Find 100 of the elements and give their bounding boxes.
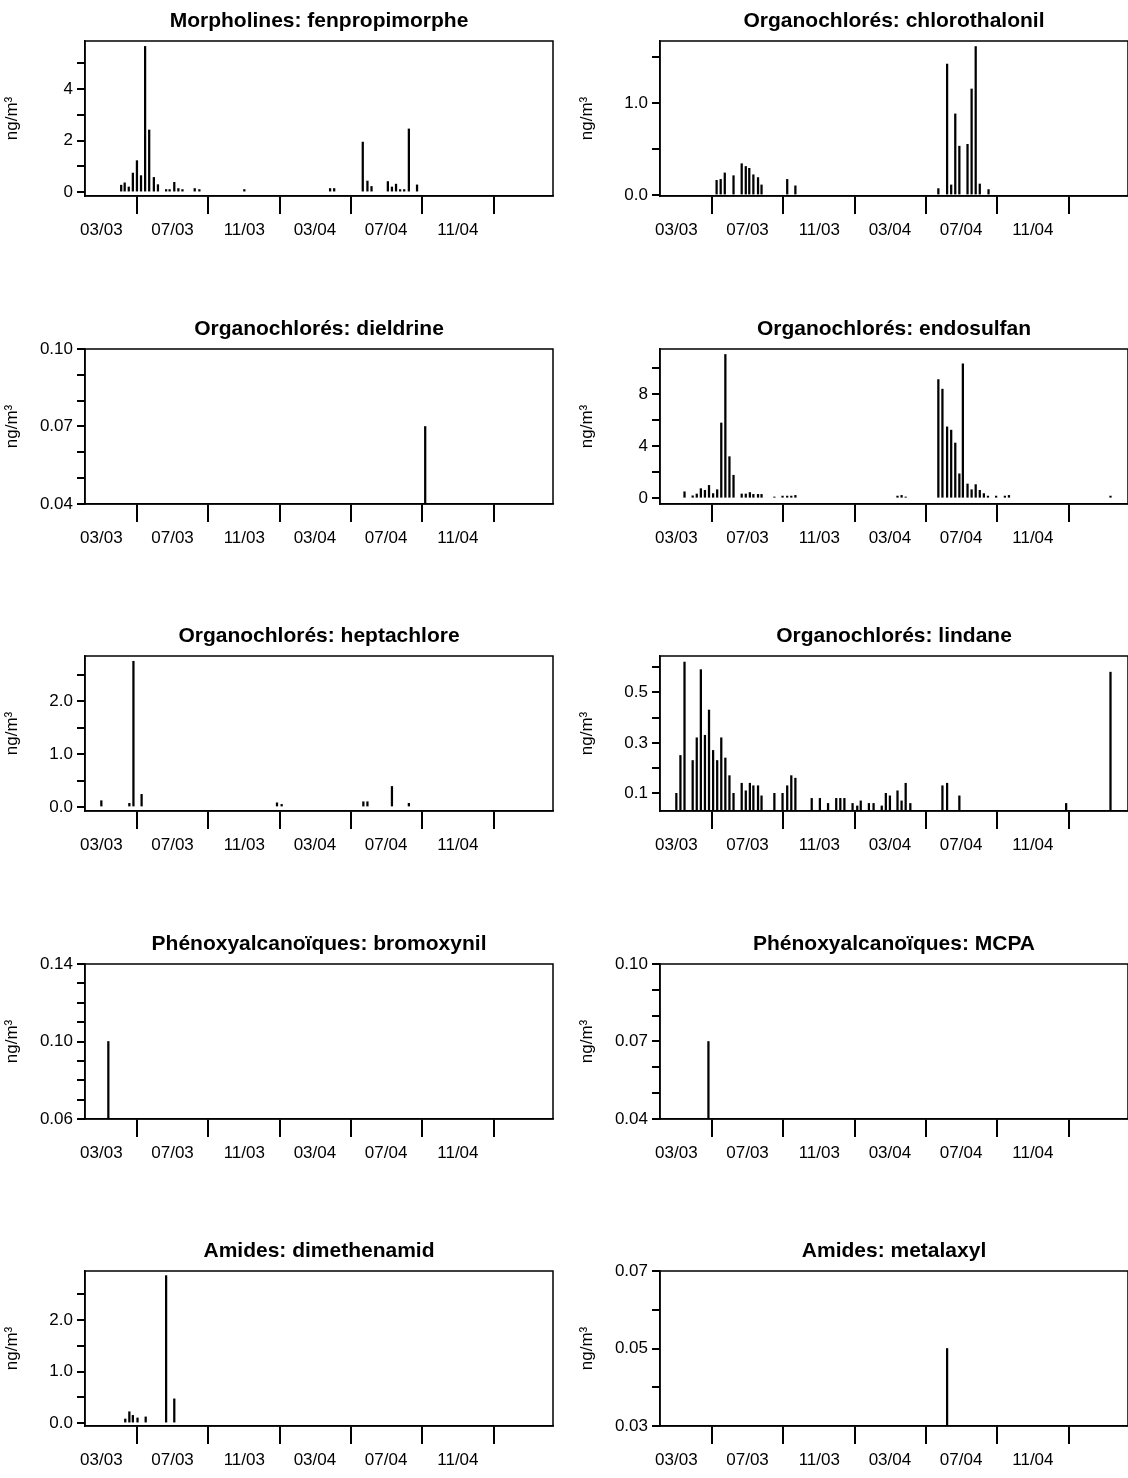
bar: [691, 495, 694, 498]
x-tick-label: 07/03: [726, 1142, 769, 1162]
x-tick-label: 11/03: [223, 527, 265, 547]
x-tick-label: 07/03: [151, 527, 194, 547]
y-tick-label: 1.0: [49, 743, 73, 763]
x-tick-label: 07/03: [726, 834, 769, 854]
x-tick-label: 07/04: [364, 219, 408, 239]
chart-title: Organochlorés: dieldrine: [194, 316, 444, 339]
y-tick-label: 0.3: [624, 732, 648, 752]
bar: [941, 388, 944, 498]
y-axis-title: ng/m³: [1, 404, 21, 449]
x-tick-label: 03/03: [655, 527, 698, 547]
x-tick-label: 11/04: [437, 1449, 479, 1469]
bar: [181, 189, 184, 192]
y-tick-label: 0.0: [49, 1412, 73, 1432]
y-axis-title: ng/m³: [576, 1326, 596, 1371]
x-tick-label: 11/04: [1012, 527, 1054, 547]
x-tick-label: 11/04: [1012, 219, 1054, 239]
bar: [198, 189, 201, 192]
x-tick-label: 03/03: [80, 834, 123, 854]
x-tick-label: 03/03: [80, 527, 123, 547]
x-tick-label: 07/03: [726, 527, 769, 547]
chart-title: Phénoxyalcanoïques: MCPA: [752, 931, 1036, 954]
x-tick-label: 11/03: [798, 1449, 840, 1469]
bar: [703, 490, 707, 498]
x-tick-label: 03/04: [868, 527, 912, 547]
y-axis-title: ng/m³: [576, 1019, 596, 1064]
chart-title: Organochlorés: lindane: [776, 623, 1012, 646]
x-tick-label: 11/03: [223, 834, 265, 854]
bar: [728, 456, 731, 498]
y-tick-label: 0.07: [39, 416, 73, 436]
bar: [760, 494, 763, 498]
x-tick-label: 03/03: [80, 1142, 123, 1162]
x-tick-label: 03/04: [868, 219, 912, 239]
x-tick-label: 11/04: [437, 527, 479, 547]
y-tick-label: 1.0: [49, 1361, 73, 1381]
x-tick-label: 07/04: [939, 527, 983, 547]
y-tick-label: 0.1: [624, 783, 648, 803]
x-tick-label: 07/03: [151, 219, 194, 239]
y-tick-label: 0.10: [39, 338, 73, 358]
bar: [140, 794, 143, 807]
x-tick-label: 03/04: [868, 1142, 912, 1162]
x-tick-label: 03/03: [80, 1449, 123, 1469]
bar: [900, 495, 903, 498]
bar: [716, 489, 719, 498]
y-tick-label: 2.0: [49, 691, 73, 711]
bar: [756, 494, 760, 498]
x-tick-label: 03/04: [293, 1142, 337, 1162]
y-axis-title: ng/m³: [576, 96, 596, 141]
chart-title: Phénoxyalcanoïques: bromoxynil: [151, 931, 487, 954]
x-tick-label: 03/03: [655, 219, 698, 239]
x-tick-label: 11/04: [437, 834, 479, 854]
x-tick-label: 07/03: [151, 1449, 194, 1469]
bar: [1007, 495, 1011, 498]
y-tick-label: 0.07: [614, 1260, 648, 1280]
y-axis-title: ng/m³: [576, 711, 596, 756]
y-tick-label: 0.04: [39, 493, 73, 513]
y-tick-label: 0.14: [39, 953, 73, 973]
bar: [711, 493, 715, 498]
chart-title: Organochlorés: endosulfan: [756, 316, 1032, 339]
x-tick-label: 07/04: [364, 527, 408, 547]
y-axis-title: ng/m³: [1, 1019, 21, 1064]
y-tick-label: 4: [63, 78, 73, 98]
y-tick-label: 0.04: [614, 1108, 648, 1128]
x-tick-label: 07/03: [151, 1142, 194, 1162]
x-tick-label: 07/04: [364, 1449, 408, 1469]
y-tick-label: 0.03: [614, 1415, 648, 1435]
bar: [966, 483, 969, 498]
x-tick-label: 03/04: [293, 219, 337, 239]
x-tick-label: 03/04: [293, 527, 337, 547]
x-tick-label: 07/04: [364, 1142, 408, 1162]
bar: [132, 660, 135, 807]
bar: [362, 801, 365, 807]
y-tick-label: 0.06: [39, 1108, 73, 1128]
bar: [978, 490, 981, 498]
chart-title: Organochlorés: chlorothalonil: [743, 8, 1045, 31]
x-tick-label: 07/04: [939, 1449, 983, 1469]
x-tick-label: 03/04: [868, 1449, 912, 1469]
y-axis-title: ng/m³: [1, 96, 21, 141]
chart-title: Organochlorés: heptachlore: [178, 623, 460, 646]
x-tick-label: 11/04: [1012, 834, 1054, 854]
x-tick-label: 11/04: [1012, 1142, 1054, 1162]
x-tick-label: 07/03: [151, 834, 194, 854]
x-tick-label: 11/03: [223, 219, 265, 239]
x-tick-label: 11/04: [1012, 1449, 1054, 1469]
y-tick-label: 4: [638, 435, 648, 455]
bar: [982, 493, 985, 498]
x-tick-label: 11/03: [223, 1449, 265, 1469]
bar: [366, 801, 369, 807]
y-tick-label: 0.10: [614, 953, 648, 973]
x-tick-label: 03/04: [293, 834, 337, 854]
y-tick-label: 1.0: [624, 92, 648, 112]
chart-title: Amides: metalaxyl: [801, 1238, 987, 1261]
bar: [707, 485, 711, 498]
x-tick-label: 11/03: [798, 527, 840, 547]
x-tick-label: 07/04: [939, 219, 983, 239]
x-tick-label: 03/03: [655, 834, 698, 854]
x-tick-label: 03/04: [293, 1449, 337, 1469]
y-tick-label: 0.05: [614, 1338, 648, 1358]
x-tick-label: 03/03: [80, 219, 123, 239]
